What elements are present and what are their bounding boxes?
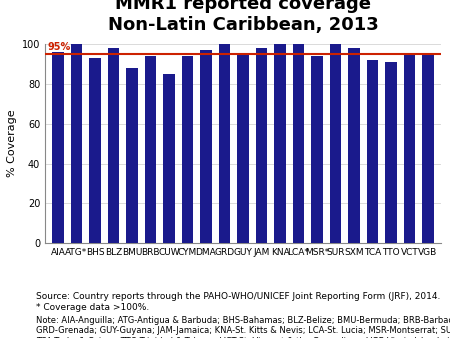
Bar [52, 52, 63, 243]
Bar [311, 56, 323, 243]
Text: Source: Country reports through the PAHO-WHO/UNICEF Joint Reporting Form (JRF), : Source: Country reports through the PAHO… [36, 292, 441, 312]
Bar [200, 50, 212, 243]
Bar [256, 48, 267, 243]
Y-axis label: % Coverage: % Coverage [7, 110, 17, 177]
Bar [145, 56, 156, 243]
Text: 95%: 95% [48, 42, 71, 52]
Bar [108, 48, 119, 243]
Text: Note: AIA-Anguilla; ATG-Antigua & Barbuda; BHS-Bahamas; BLZ-Belize; BMU-Bermuda;: Note: AIA-Anguilla; ATG-Antigua & Barbud… [36, 316, 450, 338]
Bar [238, 54, 248, 243]
Bar [330, 44, 341, 243]
Bar [182, 56, 193, 243]
Bar [274, 44, 286, 243]
Bar [219, 44, 230, 243]
Bar [163, 74, 175, 243]
Bar [404, 54, 415, 243]
Bar [90, 58, 100, 243]
Bar [423, 54, 434, 243]
Bar [386, 62, 396, 243]
Bar [367, 60, 378, 243]
Bar [293, 44, 304, 243]
Title: MMR1 reported coverage
Non-Latin Caribbean, 2013: MMR1 reported coverage Non-Latin Caribbe… [108, 0, 378, 34]
Bar [126, 68, 138, 243]
Bar [71, 44, 82, 243]
Bar [348, 48, 360, 243]
